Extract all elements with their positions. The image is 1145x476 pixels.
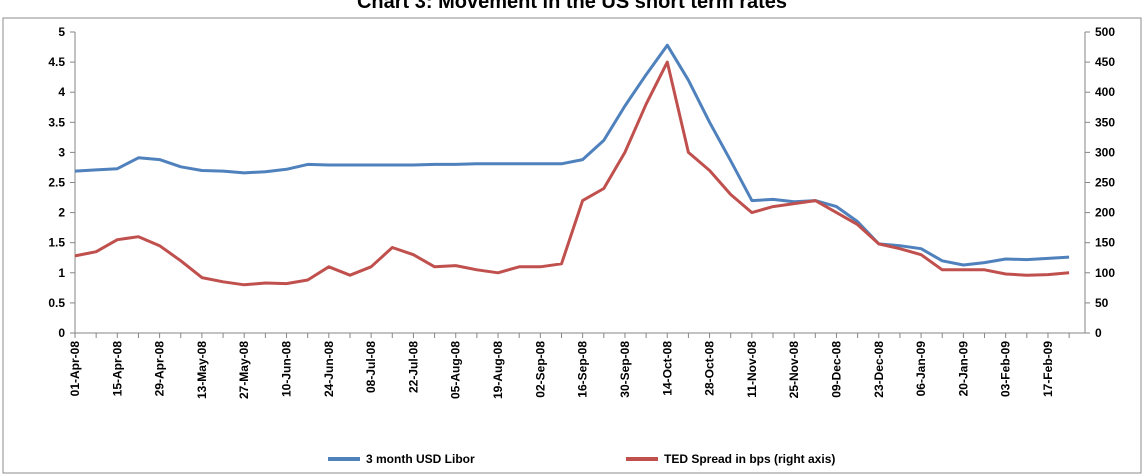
y2-tick-label: 200 [1095, 206, 1115, 220]
y-tick-label: 3 [58, 145, 65, 159]
x-tick-label: 11-Nov-08 [745, 341, 759, 398]
x-tick-label: 30-Sep-08 [618, 341, 632, 398]
x-tick-label: 01-Apr-08 [68, 341, 82, 397]
x-tick-label: 23-Dec-08 [872, 341, 886, 398]
y2-tick-label: 100 [1095, 266, 1115, 280]
x-tick-label: 08-Jul-08 [364, 341, 378, 393]
x-tick-label: 03-Feb-09 [999, 341, 1013, 397]
x-tick-label: 28-Oct-08 [703, 341, 717, 396]
x-tick-label: 13-May-08 [195, 341, 209, 399]
legend-label: TED Spread in bps (right axis) [664, 452, 835, 466]
x-tick-label: 19-Aug-08 [491, 341, 505, 399]
y-tick-label: 1.5 [48, 236, 65, 250]
y-tick-label: 4.5 [48, 55, 65, 69]
x-tick-label: 05-Aug-08 [449, 341, 463, 399]
y2-tick-label: 250 [1095, 176, 1115, 190]
x-tick-label: 22-Jul-08 [406, 341, 420, 393]
legend-label: 3 month USD Libor [366, 452, 475, 466]
y-tick-label: 3.5 [48, 115, 65, 129]
x-tick-label: 02-Sep-08 [533, 341, 547, 398]
x-tick-label: 29-Apr-08 [153, 341, 167, 397]
y2-tick-label: 350 [1095, 115, 1115, 129]
y-tick-label: 0.5 [48, 296, 65, 310]
y-tick-label: 5 [58, 25, 65, 39]
x-tick-label: 14-Oct-08 [660, 341, 674, 396]
x-tick-label: 17-Feb-09 [1041, 341, 1055, 397]
x-tick-label: 27-May-08 [237, 341, 251, 399]
x-tick-label: 09-Dec-08 [829, 341, 843, 398]
x-tick-label: 20-Jan-09 [956, 341, 970, 397]
x-tick-label: 24-Jun-08 [322, 341, 336, 397]
x-tick-label: 15-Apr-08 [110, 341, 124, 397]
y-tick-label: 0 [58, 326, 65, 340]
y-tick-label: 2.5 [48, 176, 65, 190]
y2-tick-label: 500 [1095, 25, 1115, 39]
y2-tick-label: 0 [1095, 326, 1102, 340]
y2-tick-label: 450 [1095, 55, 1115, 69]
y-tick-label: 1 [58, 266, 65, 280]
x-tick-label: 25-Nov-08 [787, 341, 801, 399]
chart-title: Chart 3: Movement in the US short term r… [357, 0, 787, 13]
x-tick-label: 16-Sep-08 [576, 341, 590, 398]
series-line [74, 60, 1070, 287]
y2-tick-label: 150 [1095, 236, 1115, 250]
y2-tick-label: 300 [1095, 145, 1115, 159]
y2-tick-label: 50 [1095, 296, 1109, 310]
y-tick-label: 2 [58, 206, 65, 220]
series-line [74, 43, 1070, 267]
x-tick-label: 10-Jun-08 [280, 341, 294, 397]
x-tick-label: 06-Jan-09 [914, 341, 928, 397]
y-tick-label: 4 [58, 85, 65, 99]
y2-tick-label: 400 [1095, 85, 1115, 99]
chart-frame [2, 17, 1142, 474]
